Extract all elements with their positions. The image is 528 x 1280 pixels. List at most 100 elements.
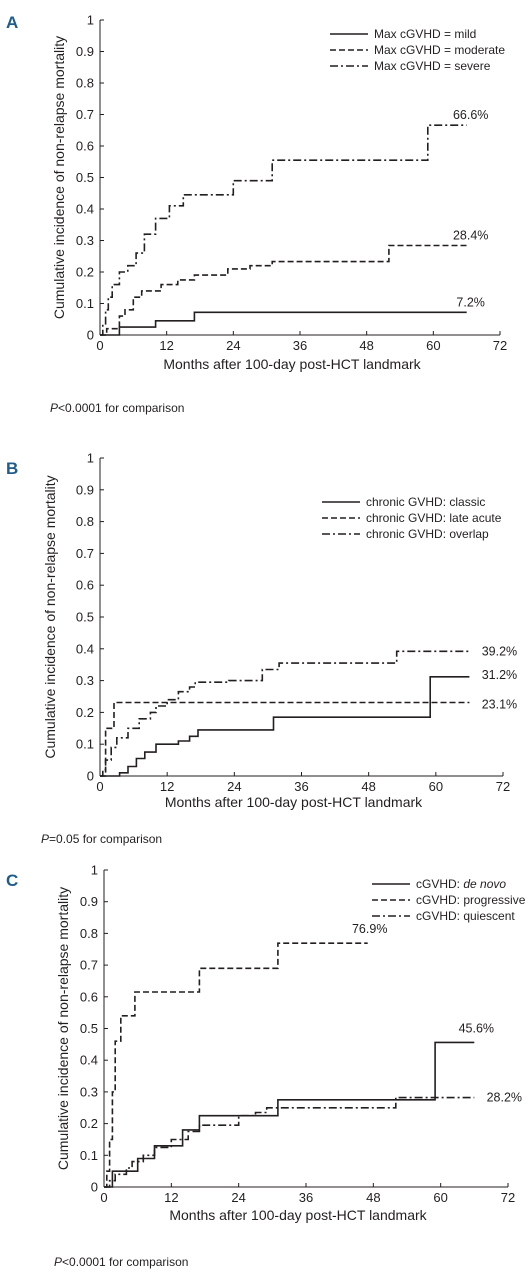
chart-c-legend-entry: cGVHD: progressive xyxy=(416,893,526,907)
chart-b-ytick-label: 0.2 xyxy=(76,705,94,720)
chart-a-ytick-label: 0.7 xyxy=(76,107,94,122)
chart-c-ytick-label: 0.3 xyxy=(80,1084,98,1099)
chart-b-ytick-label: 0 xyxy=(87,769,94,784)
chart-a-ytick-label: 0.4 xyxy=(76,202,94,217)
chart-a-xtick-label: 0 xyxy=(96,338,103,353)
chart-a-ytick-label: 0.6 xyxy=(76,139,94,154)
chart-a-ytick-label: 0.8 xyxy=(76,76,94,91)
chart-b-xtick-label: 12 xyxy=(160,779,174,794)
chart-c-xtick-label: 72 xyxy=(501,1190,515,1205)
chart-c-ytick-label: 0 xyxy=(91,1180,98,1195)
chart-a-series-solid-line xyxy=(100,311,467,336)
chart-c-p-value-note: P<0.0001 for comparison xyxy=(54,1255,188,1269)
chart-b-legend: chronic GVHD: classic chronic GVHD: late … xyxy=(322,495,502,541)
chart-c-ytick-label: 0.1 xyxy=(80,1148,98,1163)
chart-b-xtick-label: 24 xyxy=(227,779,241,794)
chart-b-ytick-label: 0.6 xyxy=(76,578,94,593)
chart-a-ytick-label: 0.2 xyxy=(76,265,94,280)
chart-a-legend: Max cGVHD = mild Max cGVHD = moderate Max … xyxy=(330,27,505,73)
chart-b-series-end-label: 39.2% xyxy=(482,644,517,658)
chart-b-ytick-label: 0.3 xyxy=(76,673,94,688)
chart-c-series-end-label: 45.6% xyxy=(459,1021,494,1035)
chart-a-ytick-label: 0.5 xyxy=(76,170,94,185)
chart-c-series-solid-line xyxy=(104,1041,475,1188)
chart-b-legend-entry: chronic GVHD: late acute xyxy=(366,511,502,525)
chart-b-legend-entry: chronic GVHD: overlap xyxy=(366,527,489,541)
chart-c-series-dashdot-line xyxy=(104,1096,475,1188)
chart-a-ytick-label: 0 xyxy=(87,328,94,343)
chart-a-ytick-label: 0.9 xyxy=(76,44,94,59)
chart-c-series-dashed-line xyxy=(104,942,368,1188)
chart-a-ytick-label: 0.3 xyxy=(76,233,94,248)
chart-c-ytick-label: 0.4 xyxy=(80,1053,98,1068)
chart-b-y-axis-title: Cumulative incidence of non-relapse mort… xyxy=(42,475,58,758)
chart-b-xtick-label: 48 xyxy=(361,779,375,794)
chart-b: B 0 0.1 0.2 0.3 0.4 0.5 0.6 0.7 0.8 0.9 1 0 12 24 36 48 6… xyxy=(6,451,517,847)
chart-a-xtick-label: 48 xyxy=(359,338,373,353)
chart-c-panel-label: C xyxy=(6,871,18,890)
chart-c-legend-entry: cGVHD: quiescent xyxy=(416,909,515,923)
chart-a-legend-entry: Max cGVHD = mild xyxy=(374,27,476,41)
chart-b-xtick-label: 72 xyxy=(496,779,510,794)
chart-b-p-value-note: P=0.05 for comparison xyxy=(41,832,162,846)
chart-c-xtick-label: 48 xyxy=(366,1190,380,1205)
chart-a-x-axis-title: Months after 100-day post-HCT landmark xyxy=(163,356,421,372)
chart-c-ytick-label: 0.5 xyxy=(80,1021,98,1036)
chart-a-xtick-label: 12 xyxy=(159,338,173,353)
chart-c-xtick-label: 36 xyxy=(299,1190,313,1205)
chart-a-xtick-label: 24 xyxy=(226,338,240,353)
chart-a-xtick-label: 60 xyxy=(426,338,440,353)
chart-a-series-end-label: 66.6% xyxy=(453,108,488,122)
chart-c-xtick-label: 24 xyxy=(231,1190,245,1205)
chart-c-ytick-label: 0.2 xyxy=(80,1116,98,1131)
chart-a-panel-label: A xyxy=(6,13,18,32)
chart-c-ytick-label: 0.9 xyxy=(80,894,98,909)
chart-b-series-dashdot-line xyxy=(100,650,470,777)
chart-a-ytick-label: 1 xyxy=(87,13,94,28)
chart-a-y-axis-title: Cumulative incidence of non-relapse mort… xyxy=(51,36,67,319)
chart-b-ytick-label: 0.1 xyxy=(76,737,94,752)
chart-a-ytick-label: 0.1 xyxy=(76,296,94,311)
chart-c-y-axis-title: Cumulative incidence of non-relapse mort… xyxy=(55,887,71,1170)
chart-c-xtick-label: 60 xyxy=(433,1190,447,1205)
chart-c-series-end-label: 76.9% xyxy=(352,922,387,936)
chart-c-series-end-label: 28.2% xyxy=(487,1091,522,1105)
chart-b-panel-label: B xyxy=(6,459,18,478)
chart-a-legend-entry: Max cGVHD = severe xyxy=(374,59,491,73)
chart-b-ytick-label: 0.9 xyxy=(76,482,94,497)
chart-a: A 0 0.1 0.2 0.3 0.4 0.5 0.6 0.7 0.8 0.9 1 0 12 24 36 48 6… xyxy=(6,13,507,416)
chart-b-series-dashed-line xyxy=(100,701,470,777)
chart-b-series-end-label: 31.2% xyxy=(482,668,517,682)
chart-b-ytick-label: 0.5 xyxy=(76,610,94,625)
chart-a-p-value-note: P<0.0001 for comparison xyxy=(50,401,184,415)
chart-b-ytick-label: 1 xyxy=(87,451,94,466)
chart-c-xtick-label: 0 xyxy=(100,1190,107,1205)
chart-b-xtick-label: 36 xyxy=(294,779,308,794)
chart-c-xtick-label: 12 xyxy=(164,1190,178,1205)
chart-c-ytick-label: 1 xyxy=(91,863,98,878)
chart-a-xtick-label: 72 xyxy=(493,338,507,353)
chart-b-xtick-label: 60 xyxy=(429,779,443,794)
chart-b-legend-entry: chronic GVHD: classic xyxy=(366,495,485,509)
chart-c-legend-entry: cGVHD: de novo xyxy=(416,877,506,891)
chart-b-ytick-label: 0.7 xyxy=(76,546,94,561)
chart-c-legend: cGVHD: de novo cGVHD: progressive cGVHD: q… xyxy=(372,877,526,923)
chart-a-legend-entry: Max cGVHD = moderate xyxy=(374,43,505,57)
chart-b-ytick-label: 0.8 xyxy=(76,514,94,529)
chart-b-xtick-label: 0 xyxy=(96,779,103,794)
chart-b-ytick-label: 0.4 xyxy=(76,641,94,656)
chart-a-series-dashed-line xyxy=(100,244,467,336)
chart-a-series-end-label: 28.4% xyxy=(453,229,488,243)
chart-a-series-end-label: 7.2% xyxy=(456,295,485,309)
chart-a-series-dashdot-line xyxy=(100,124,467,336)
chart-c-ytick-label: 0.6 xyxy=(80,989,98,1004)
chart-b-series-solid-line xyxy=(100,675,470,777)
chart-c-x-axis-title: Months after 100-day post-HCT landmark xyxy=(169,1207,427,1223)
chart-b-x-axis-title: Months after 100-day post-HCT landmark xyxy=(165,794,423,810)
chart-c-ytick-label: 0.8 xyxy=(80,926,98,941)
chart-a-xtick-label: 36 xyxy=(293,338,307,353)
chart-b-series-end-label: 23.1% xyxy=(482,698,517,712)
chart-c: C 0 0.1 0.2 0.3 0.4 0.5 0.6 0.7 0.8 0.9 1 0 12 24 36 48 6… xyxy=(6,863,526,1270)
chart-c-ytick-label: 0.7 xyxy=(80,958,98,973)
